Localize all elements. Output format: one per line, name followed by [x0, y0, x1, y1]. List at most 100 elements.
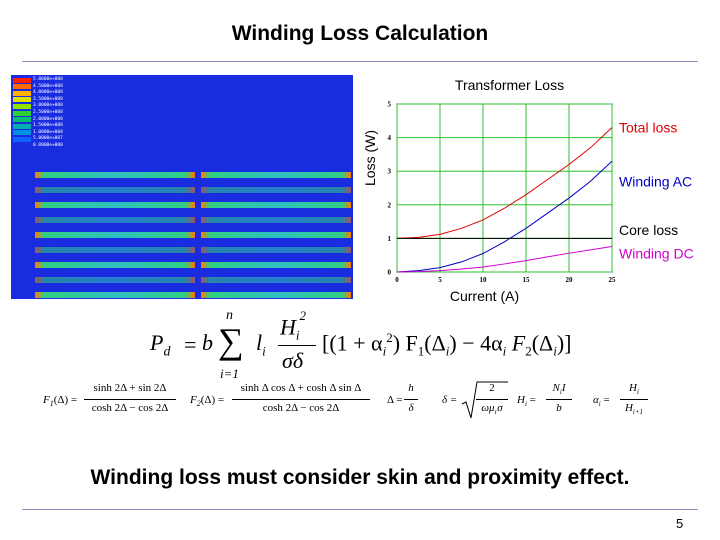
slide-title: Winding Loss Calculation [231, 22, 489, 45]
alpha-denominator: Hi+1 [624, 402, 644, 417]
fem-legend-swatch [13, 130, 31, 136]
alpha-fraction-bar [620, 399, 648, 400]
fem-legend-value: 4.0000e+008 [33, 90, 63, 96]
winding-bar [35, 292, 195, 298]
fem-legend-entry: 0.0000e+000 [13, 143, 63, 149]
fem-legend-value: 2.5000e+008 [33, 110, 63, 115]
x-tick-label: 5 [438, 276, 442, 284]
y-tick-label: 4 [388, 134, 392, 142]
fem-legend-value: 5.0000e+007 [33, 136, 63, 142]
formula-coef: b [202, 330, 213, 355]
fem-legend-value: 3.0000e+008 [33, 103, 63, 109]
fem-legend-entry: 5.0000e+007 [13, 136, 63, 142]
alpha-numerator: Hi [629, 382, 639, 397]
f1-fraction-bar [84, 399, 176, 400]
fem-legend-entry: 2.5000e+008 [13, 110, 63, 116]
delta-fraction-bar [404, 399, 418, 400]
alpha-lhs: αi = [593, 394, 610, 409]
skin-lhs: δ = [442, 394, 458, 406]
winding-bar [35, 217, 195, 223]
formula-lhs: Pd [150, 330, 171, 360]
skin-denominator: ωμrσ [481, 402, 503, 417]
f2-numerator: sinh Δ cos Δ + cosh Δ sin Δ [240, 382, 362, 394]
x-tick-label: 15 [523, 276, 531, 284]
h-lhs: Hi = [517, 394, 536, 409]
sqrt-sign [461, 381, 508, 419]
plot-area [396, 103, 613, 273]
fem-legend-value: 1.5000e+008 [33, 123, 63, 129]
transformer-loss-chart: Transformer Loss 0 5 10 15 20 25 0 1 2 3 4 5 Current … [362, 77, 694, 304]
y-tick-label: 1 [388, 235, 392, 243]
winding-bar [201, 247, 351, 253]
x-tick-label: 20 [566, 276, 574, 284]
h-denominator: b [556, 402, 562, 414]
f1-denominator: cosh 2Δ − cos 2Δ [91, 402, 169, 414]
fem-legend-swatch [13, 143, 31, 149]
winding-bar [201, 292, 351, 298]
y-axis-label: Loss (W) [362, 130, 378, 186]
fem-legend-swatch [13, 97, 31, 103]
winding-bar [35, 172, 195, 178]
winding-bar [201, 187, 351, 193]
winding-bar [201, 277, 351, 283]
fem-legend-value: 2.0000e+008 [33, 116, 63, 122]
fem-legend-swatch [13, 136, 31, 142]
h-fraction-bar [546, 399, 572, 400]
winding-bar [201, 232, 351, 238]
f2-lhs: F2(Δ) = [190, 394, 225, 409]
winding-bar [201, 217, 351, 223]
winding-bar [35, 262, 195, 268]
winding-loss-formula: Pd = b n ∑ i=1 li Hi2 σδ [(1 + αi2) F1(Δ… [150, 308, 590, 388]
fem-legend-swatch [13, 103, 31, 109]
series-label: Total loss [619, 120, 677, 136]
conclusion-text: Winding loss must consider skin and prox… [90, 466, 630, 489]
series-line [396, 245, 613, 273]
sub-formulas: F1(Δ) = sinh 2Δ + sin 2Δ cosh 2Δ − cos 2… [0, 380, 720, 425]
fem-legend-entry: 2.0000e+008 [13, 117, 63, 123]
delta-numerator: h [408, 382, 414, 394]
sum-sign: ∑ [218, 321, 244, 361]
fem-legend-swatch [13, 90, 31, 96]
delta-lhs: Δ = [387, 394, 403, 406]
x-tick-label: 10 [480, 276, 488, 284]
formula-eq: = [184, 332, 197, 357]
skin-fraction-bar [476, 399, 508, 400]
page-number: 5 [676, 516, 684, 531]
f2-denominator: cosh 2Δ − cos 2Δ [262, 402, 340, 414]
f1-lhs: F1(Δ) = [43, 394, 78, 409]
fem-legend-value: 0.0000e+000 [33, 143, 63, 148]
h-numerator: NiI [552, 382, 566, 397]
x-tick-label: 0 [395, 276, 399, 284]
fem-legend-entry: 3.5000e+008 [13, 97, 63, 103]
bracket-expression: [(1 + αi2) F1(Δi) − 4αi F2(Δi)] [322, 330, 572, 359]
delta-denominator: δ [408, 402, 414, 414]
series-label: Core loss [619, 222, 678, 238]
series-label: Winding DC [619, 246, 694, 262]
winding-bar [201, 262, 351, 268]
winding-bar [35, 202, 195, 208]
winding-layers [35, 172, 351, 298]
series-label: Winding AC [619, 173, 692, 189]
winding-bar [35, 232, 195, 238]
series-line [396, 127, 613, 239]
y-tick-label: 0 [388, 269, 392, 277]
winding-bar [35, 247, 195, 253]
sum-lower: i=1 [220, 366, 239, 381]
fem-legend-entry: 4.5000e+008 [13, 84, 63, 90]
fem-field-plot: 5.0000e+008 4.5000e+008 4.0000e+008 3.5000e… [11, 75, 353, 299]
skin-numerator: 2 [489, 382, 495, 394]
chart-title: Transformer Loss [455, 77, 564, 93]
winding-bar [201, 202, 351, 208]
fem-legend-value: 3.5000e+008 [33, 96, 63, 102]
fem-legend-value: 4.5000e+008 [33, 83, 63, 89]
fem-legend-entry: 5.0000e+008 [13, 77, 63, 83]
winding-bar [35, 277, 195, 283]
y-tick-label: 2 [388, 201, 392, 209]
fem-legend-swatch [13, 117, 31, 123]
formula-li: li [256, 330, 266, 359]
fem-legend-entry: 1.0000e+008 [13, 130, 63, 136]
fem-legend-swatch [13, 123, 31, 129]
winding-bar [35, 187, 195, 193]
footer-divider [22, 509, 698, 510]
fem-legend-swatch [13, 110, 31, 116]
